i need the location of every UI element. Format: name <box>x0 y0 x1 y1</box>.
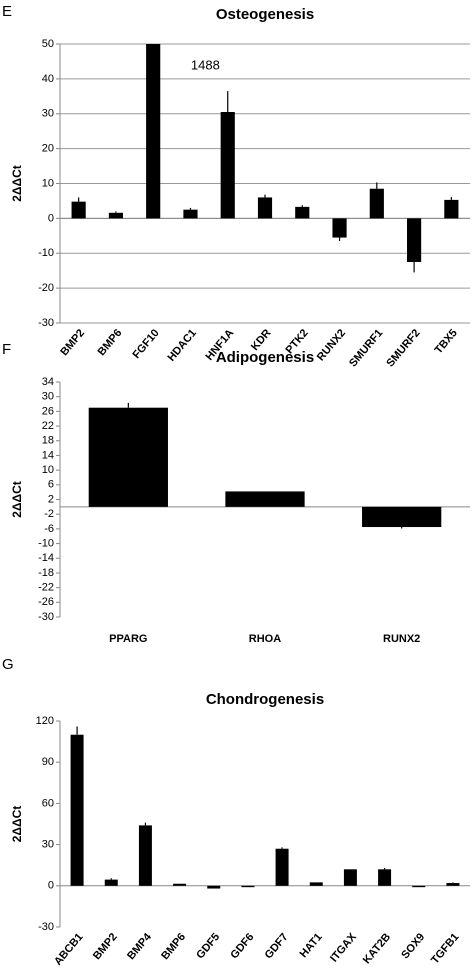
bar <box>173 883 187 886</box>
bar <box>241 885 255 888</box>
x-tick-label: HAT1 <box>298 931 325 960</box>
x-tick-label: KAT2B <box>361 931 393 966</box>
y-tick-label: 40 <box>42 73 54 85</box>
x-tick-label: GDF5 <box>194 931 222 961</box>
bar <box>275 848 289 886</box>
bar <box>146 44 161 219</box>
bar <box>183 209 198 219</box>
y-tick-label: -30 <box>38 921 54 933</box>
y-tick-label: 14 <box>42 449 54 461</box>
bar <box>446 883 460 886</box>
x-tick-label: BMP2 <box>58 327 87 358</box>
x-tick-label: HDAC1 <box>165 327 199 364</box>
bar <box>412 885 426 888</box>
x-tick-label: SMURF2 <box>384 327 422 369</box>
panel-letter: G <box>2 656 14 673</box>
y-tick-label: 120 <box>36 715 54 727</box>
panel-letter: E <box>2 3 12 20</box>
y-tick-label: -10 <box>38 537 54 549</box>
y-tick-label: -18 <box>38 567 54 579</box>
bar <box>295 206 310 219</box>
y-axis-label: 2ΔΔCt <box>10 481 24 518</box>
bar <box>108 212 123 219</box>
bar <box>207 885 221 889</box>
x-tick-label: GDF7 <box>263 931 291 961</box>
bar <box>362 506 442 528</box>
bar <box>104 879 118 886</box>
y-tick-label: -26 <box>38 596 54 608</box>
bar <box>309 882 323 886</box>
x-tick-label: TBX5 <box>433 327 460 356</box>
x-tick-label: RUNX2 <box>315 327 348 363</box>
x-tick-label: ABCB1 <box>52 931 86 968</box>
y-tick-label: -30 <box>38 611 54 623</box>
bar <box>71 201 86 219</box>
y-tick-label: -6 <box>44 523 54 535</box>
x-tick-label: FGF10 <box>131 327 162 361</box>
y-tick-label: 6 <box>48 479 54 491</box>
bar <box>257 197 273 219</box>
y-tick-label: -30 <box>38 317 54 329</box>
y-tick-label: 10 <box>42 464 54 476</box>
y-axis-label: 2ΔΔCt <box>10 165 24 202</box>
x-tick-label: SMURF1 <box>347 327 385 369</box>
x-tick-label: GDF6 <box>228 931 256 961</box>
y-axis-label: 2ΔΔCt <box>10 806 24 843</box>
y-tick-label: 90 <box>42 756 54 768</box>
chart-title: Chondrogenesis <box>206 691 324 708</box>
y-tick-label: 2 <box>48 493 54 505</box>
y-tick-label: -2 <box>44 508 54 520</box>
bar <box>369 188 384 219</box>
bar <box>88 407 168 507</box>
bar <box>70 734 84 886</box>
x-tick-label: RUNX2 <box>383 633 420 645</box>
bar <box>444 199 459 219</box>
x-tick-label: ITGAX <box>328 931 359 965</box>
x-tick-label: RHOA <box>249 633 281 645</box>
bar <box>220 112 235 219</box>
annotation: 1488 <box>191 57 220 72</box>
plot <box>70 726 460 889</box>
y-tick-label: 20 <box>42 143 54 155</box>
y-tick-label: 0 <box>48 880 54 892</box>
panel-letter: F <box>2 341 11 358</box>
bar <box>138 825 152 886</box>
x-tick-label: BMP6 <box>96 327 125 358</box>
plot <box>71 44 459 273</box>
bar <box>407 218 422 262</box>
x-tick-label: BMP2 <box>91 931 120 962</box>
bar <box>343 869 357 886</box>
x-tick-label: BMP4 <box>125 930 154 962</box>
y-tick-label: 30 <box>42 108 54 120</box>
y-tick-label: 30 <box>42 839 54 851</box>
y-tick-label: -22 <box>38 582 54 594</box>
y-tick-label: 22 <box>42 420 54 432</box>
y-tick-label: 30 <box>42 391 54 403</box>
y-tick-label: -10 <box>38 247 54 259</box>
x-tick-label: PPARG <box>109 633 147 645</box>
y-tick-label: 10 <box>42 177 54 189</box>
bar <box>332 218 347 238</box>
y-tick-label: 0 <box>48 212 54 224</box>
x-tick-label: BMP6 <box>159 931 188 962</box>
y-tick-label: -14 <box>38 552 54 564</box>
y-tick-label: 18 <box>42 435 54 447</box>
y-tick-label: -20 <box>38 282 54 294</box>
x-tick-label: TGFB1 <box>429 931 461 966</box>
y-tick-label: 60 <box>42 797 54 809</box>
plot <box>88 402 442 529</box>
y-tick-label: 50 <box>42 38 54 50</box>
bar <box>378 869 392 886</box>
chart-title: Adipogenesis <box>216 349 314 366</box>
bar <box>225 491 305 507</box>
y-tick-label: 34 <box>42 376 54 388</box>
x-tick-label: SOX9 <box>399 931 427 961</box>
chart-title: Osteogenesis <box>216 6 314 23</box>
y-tick-label: 26 <box>42 405 54 417</box>
